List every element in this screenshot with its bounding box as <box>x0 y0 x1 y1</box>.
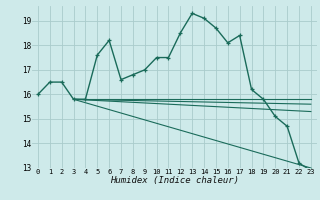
X-axis label: Humidex (Indice chaleur): Humidex (Indice chaleur) <box>110 176 239 185</box>
